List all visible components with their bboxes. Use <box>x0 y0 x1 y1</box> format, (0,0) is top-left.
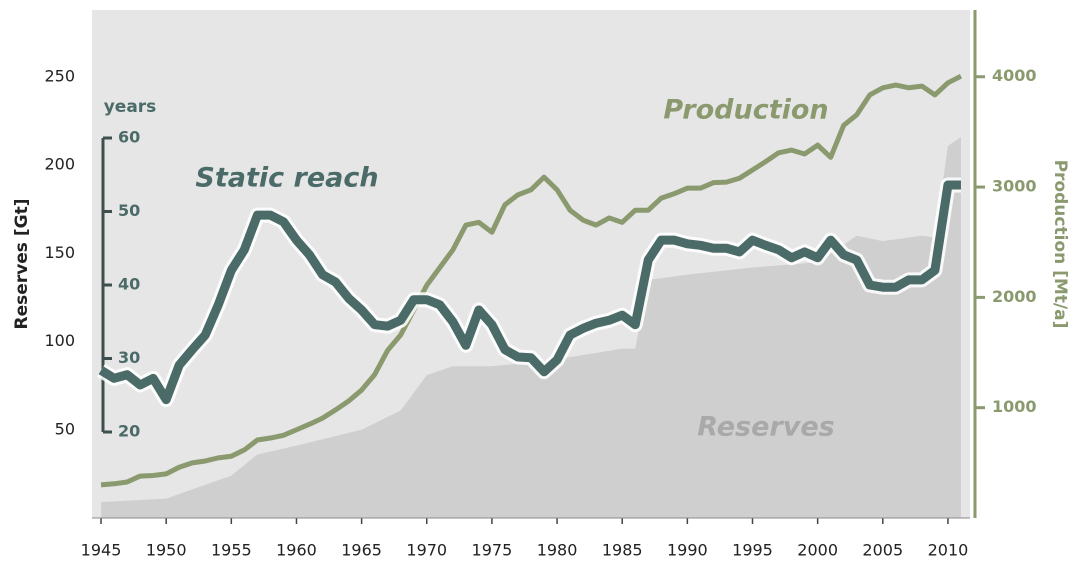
x-tick-label: 1945 <box>81 541 122 560</box>
y3-tick-label: 60 <box>118 128 140 147</box>
x-tick-label: 1980 <box>537 541 578 560</box>
y2-tick-label: 2000 <box>992 287 1037 306</box>
x-tick-label: 1995 <box>732 541 773 560</box>
y-axis-label: Reserves [Gt] <box>12 199 32 330</box>
y2-tick-label: 1000 <box>992 397 1037 416</box>
series-label: Production <box>663 95 828 126</box>
y3-tick-label: 40 <box>118 275 140 294</box>
y2-axis-label: Production [Mt/a] <box>1050 160 1070 329</box>
x-tick-label: 1955 <box>211 541 252 560</box>
y-tick-label: 50 <box>55 419 75 438</box>
x-tick-label: 1965 <box>341 541 382 560</box>
x-tick-label: 1985 <box>602 541 643 560</box>
series-label: Reserves <box>697 412 834 443</box>
x-tick-label: 2005 <box>862 541 903 560</box>
x-tick-label: 2010 <box>928 541 969 560</box>
y-tick-label: 100 <box>44 331 75 350</box>
y-tick-label: 250 <box>44 67 75 86</box>
y2-tick-label: 4000 <box>992 66 1037 85</box>
x-tick-label: 1990 <box>667 541 708 560</box>
x-tick-label: 2000 <box>797 541 838 560</box>
area <box>101 137 961 518</box>
x-tick-label: 1950 <box>146 541 187 560</box>
y-tick-label: 200 <box>44 155 75 174</box>
x-tick-label: 1960 <box>276 541 317 560</box>
line <box>100 73 963 488</box>
y3-tick-label: 20 <box>118 422 140 441</box>
y3-axis-label: years <box>104 97 157 117</box>
x-tick-label: 1970 <box>406 541 447 560</box>
y3-tick-label: 30 <box>118 348 140 367</box>
x-tick-label: 1975 <box>472 541 513 560</box>
y-tick-label: 150 <box>44 243 75 262</box>
series-label: Static reach <box>195 163 378 194</box>
y3-tick-label: 50 <box>118 201 140 220</box>
line <box>98 180 961 405</box>
y2-tick-label: 3000 <box>992 177 1037 196</box>
